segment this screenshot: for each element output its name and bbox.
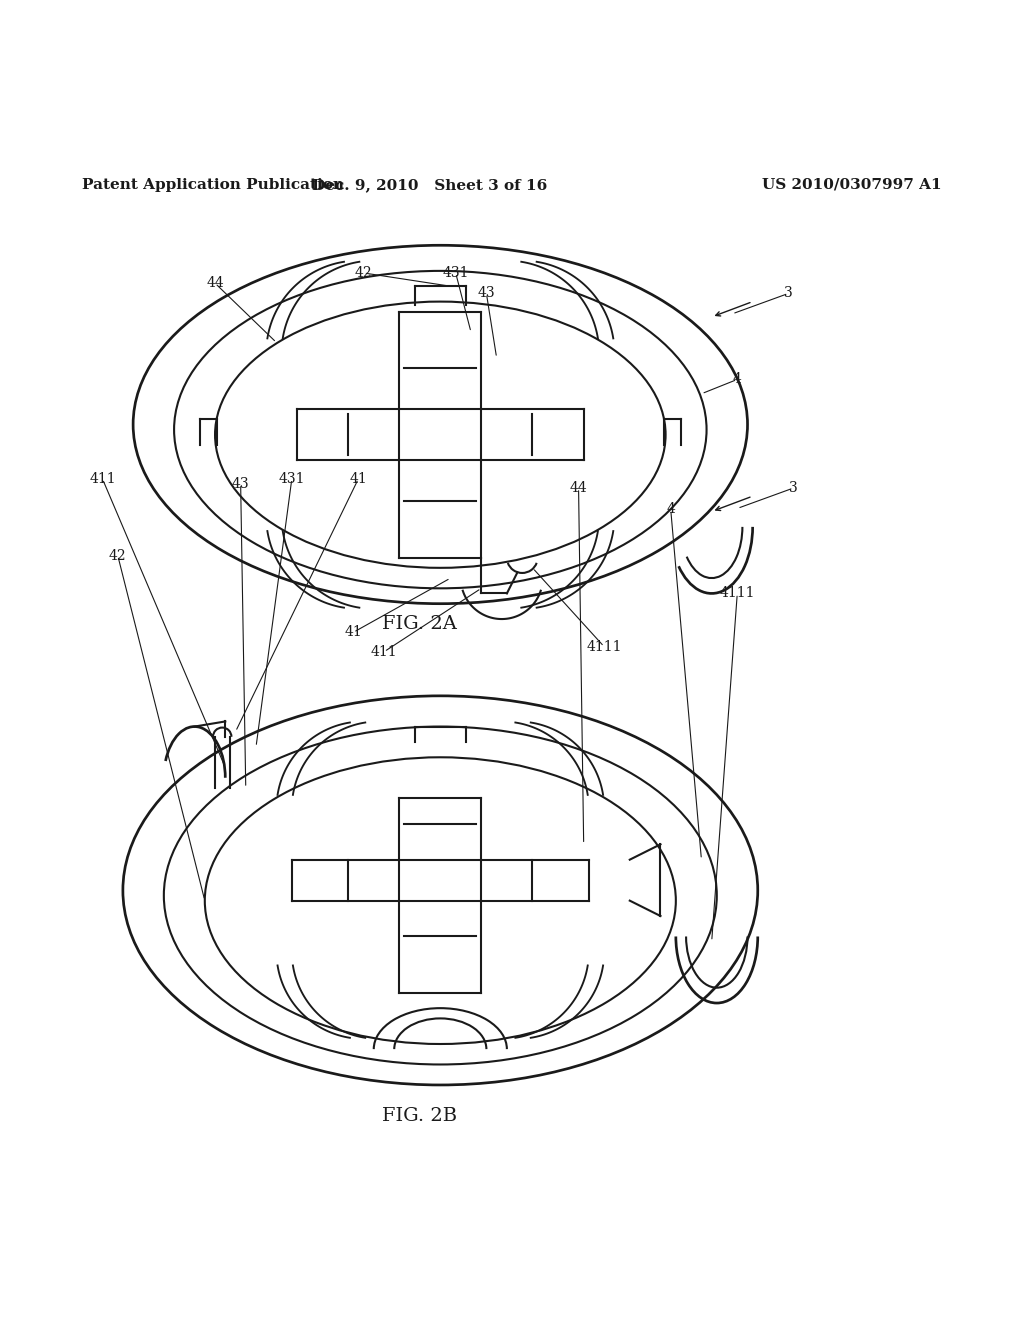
Text: 44: 44	[569, 480, 588, 495]
Text: 41: 41	[344, 626, 362, 639]
Text: 3: 3	[790, 480, 798, 495]
Text: 4: 4	[733, 372, 741, 387]
Text: 42: 42	[109, 549, 127, 562]
Text: 4111: 4111	[587, 640, 622, 653]
Text: FIG. 2B: FIG. 2B	[382, 1106, 458, 1125]
Text: 43: 43	[231, 477, 250, 491]
Text: 431: 431	[279, 471, 305, 486]
Text: 43: 43	[477, 286, 496, 301]
Text: 411: 411	[89, 471, 116, 486]
Text: Patent Application Publication: Patent Application Publication	[82, 178, 344, 191]
Text: 42: 42	[354, 265, 373, 280]
Text: 4: 4	[667, 503, 675, 516]
Text: 44: 44	[206, 276, 224, 290]
Text: US 2010/0307997 A1: US 2010/0307997 A1	[763, 178, 942, 191]
Text: 431: 431	[442, 265, 469, 280]
Text: 4111: 4111	[720, 586, 755, 601]
Text: Dec. 9, 2010   Sheet 3 of 16: Dec. 9, 2010 Sheet 3 of 16	[312, 178, 548, 191]
Text: 3: 3	[784, 286, 793, 301]
Text: FIG. 2A: FIG. 2A	[382, 615, 458, 634]
Text: 41: 41	[349, 471, 368, 486]
Text: 411: 411	[371, 644, 397, 659]
